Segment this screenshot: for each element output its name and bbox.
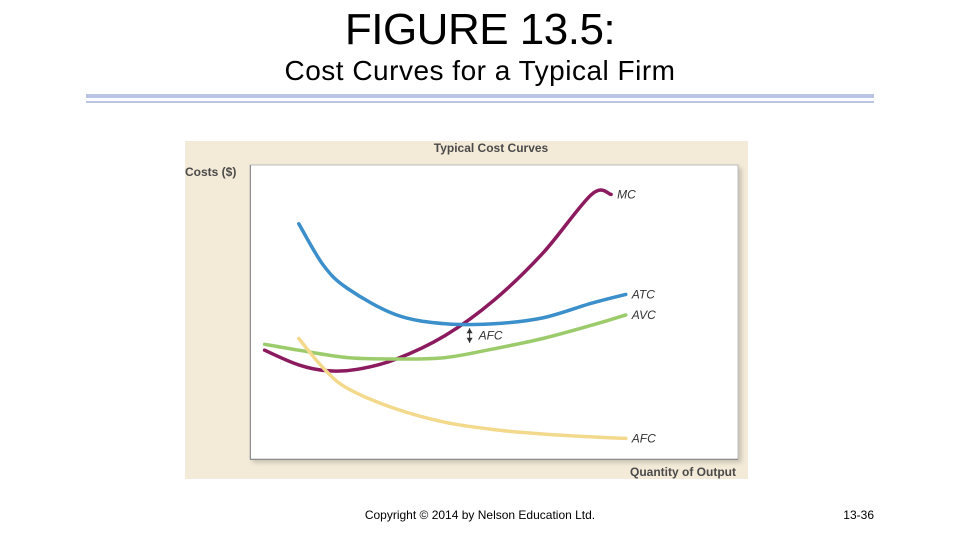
plot-area xyxy=(249,164,739,460)
mc-curve-label: MC xyxy=(617,187,636,201)
atc-curve xyxy=(297,222,628,327)
slide-subtitle: Cost Curves for a Typical Firm xyxy=(284,55,676,86)
afc-gap-label: AFC xyxy=(478,329,503,343)
slide-title: FIGURE 13.5: xyxy=(344,5,616,54)
afc-curve-label: AFC xyxy=(631,431,656,445)
y-axis-label: Costs ($) xyxy=(185,165,236,179)
x-axis-label: Quantity of Output xyxy=(630,465,736,479)
title-rule-thin xyxy=(86,101,874,103)
figure-panel: Typical Cost Curves Costs ($) Quantity o… xyxy=(185,141,748,479)
mc-curve xyxy=(262,188,613,373)
copyright-text: Copyright © 2014 by Nelson Education Ltd… xyxy=(364,508,596,522)
chart-title: Typical Cost Curves xyxy=(434,141,549,155)
cost-curves-chart: Typical Cost Curves Costs ($) Quantity o… xyxy=(185,141,748,479)
series-layer: MC ATC AVC AFC xyxy=(262,187,656,445)
annotation-layer: AFC xyxy=(466,328,503,343)
avc-curve-label: AVC xyxy=(631,308,656,322)
afc-curve xyxy=(297,336,628,441)
title-rule-thick xyxy=(86,94,874,98)
page-number: 13-36 xyxy=(843,508,874,522)
afc-gap-arrowhead-down xyxy=(466,337,473,343)
afc-gap-arrowhead-up xyxy=(466,328,473,334)
atc-curve-label: ATC xyxy=(631,287,655,301)
